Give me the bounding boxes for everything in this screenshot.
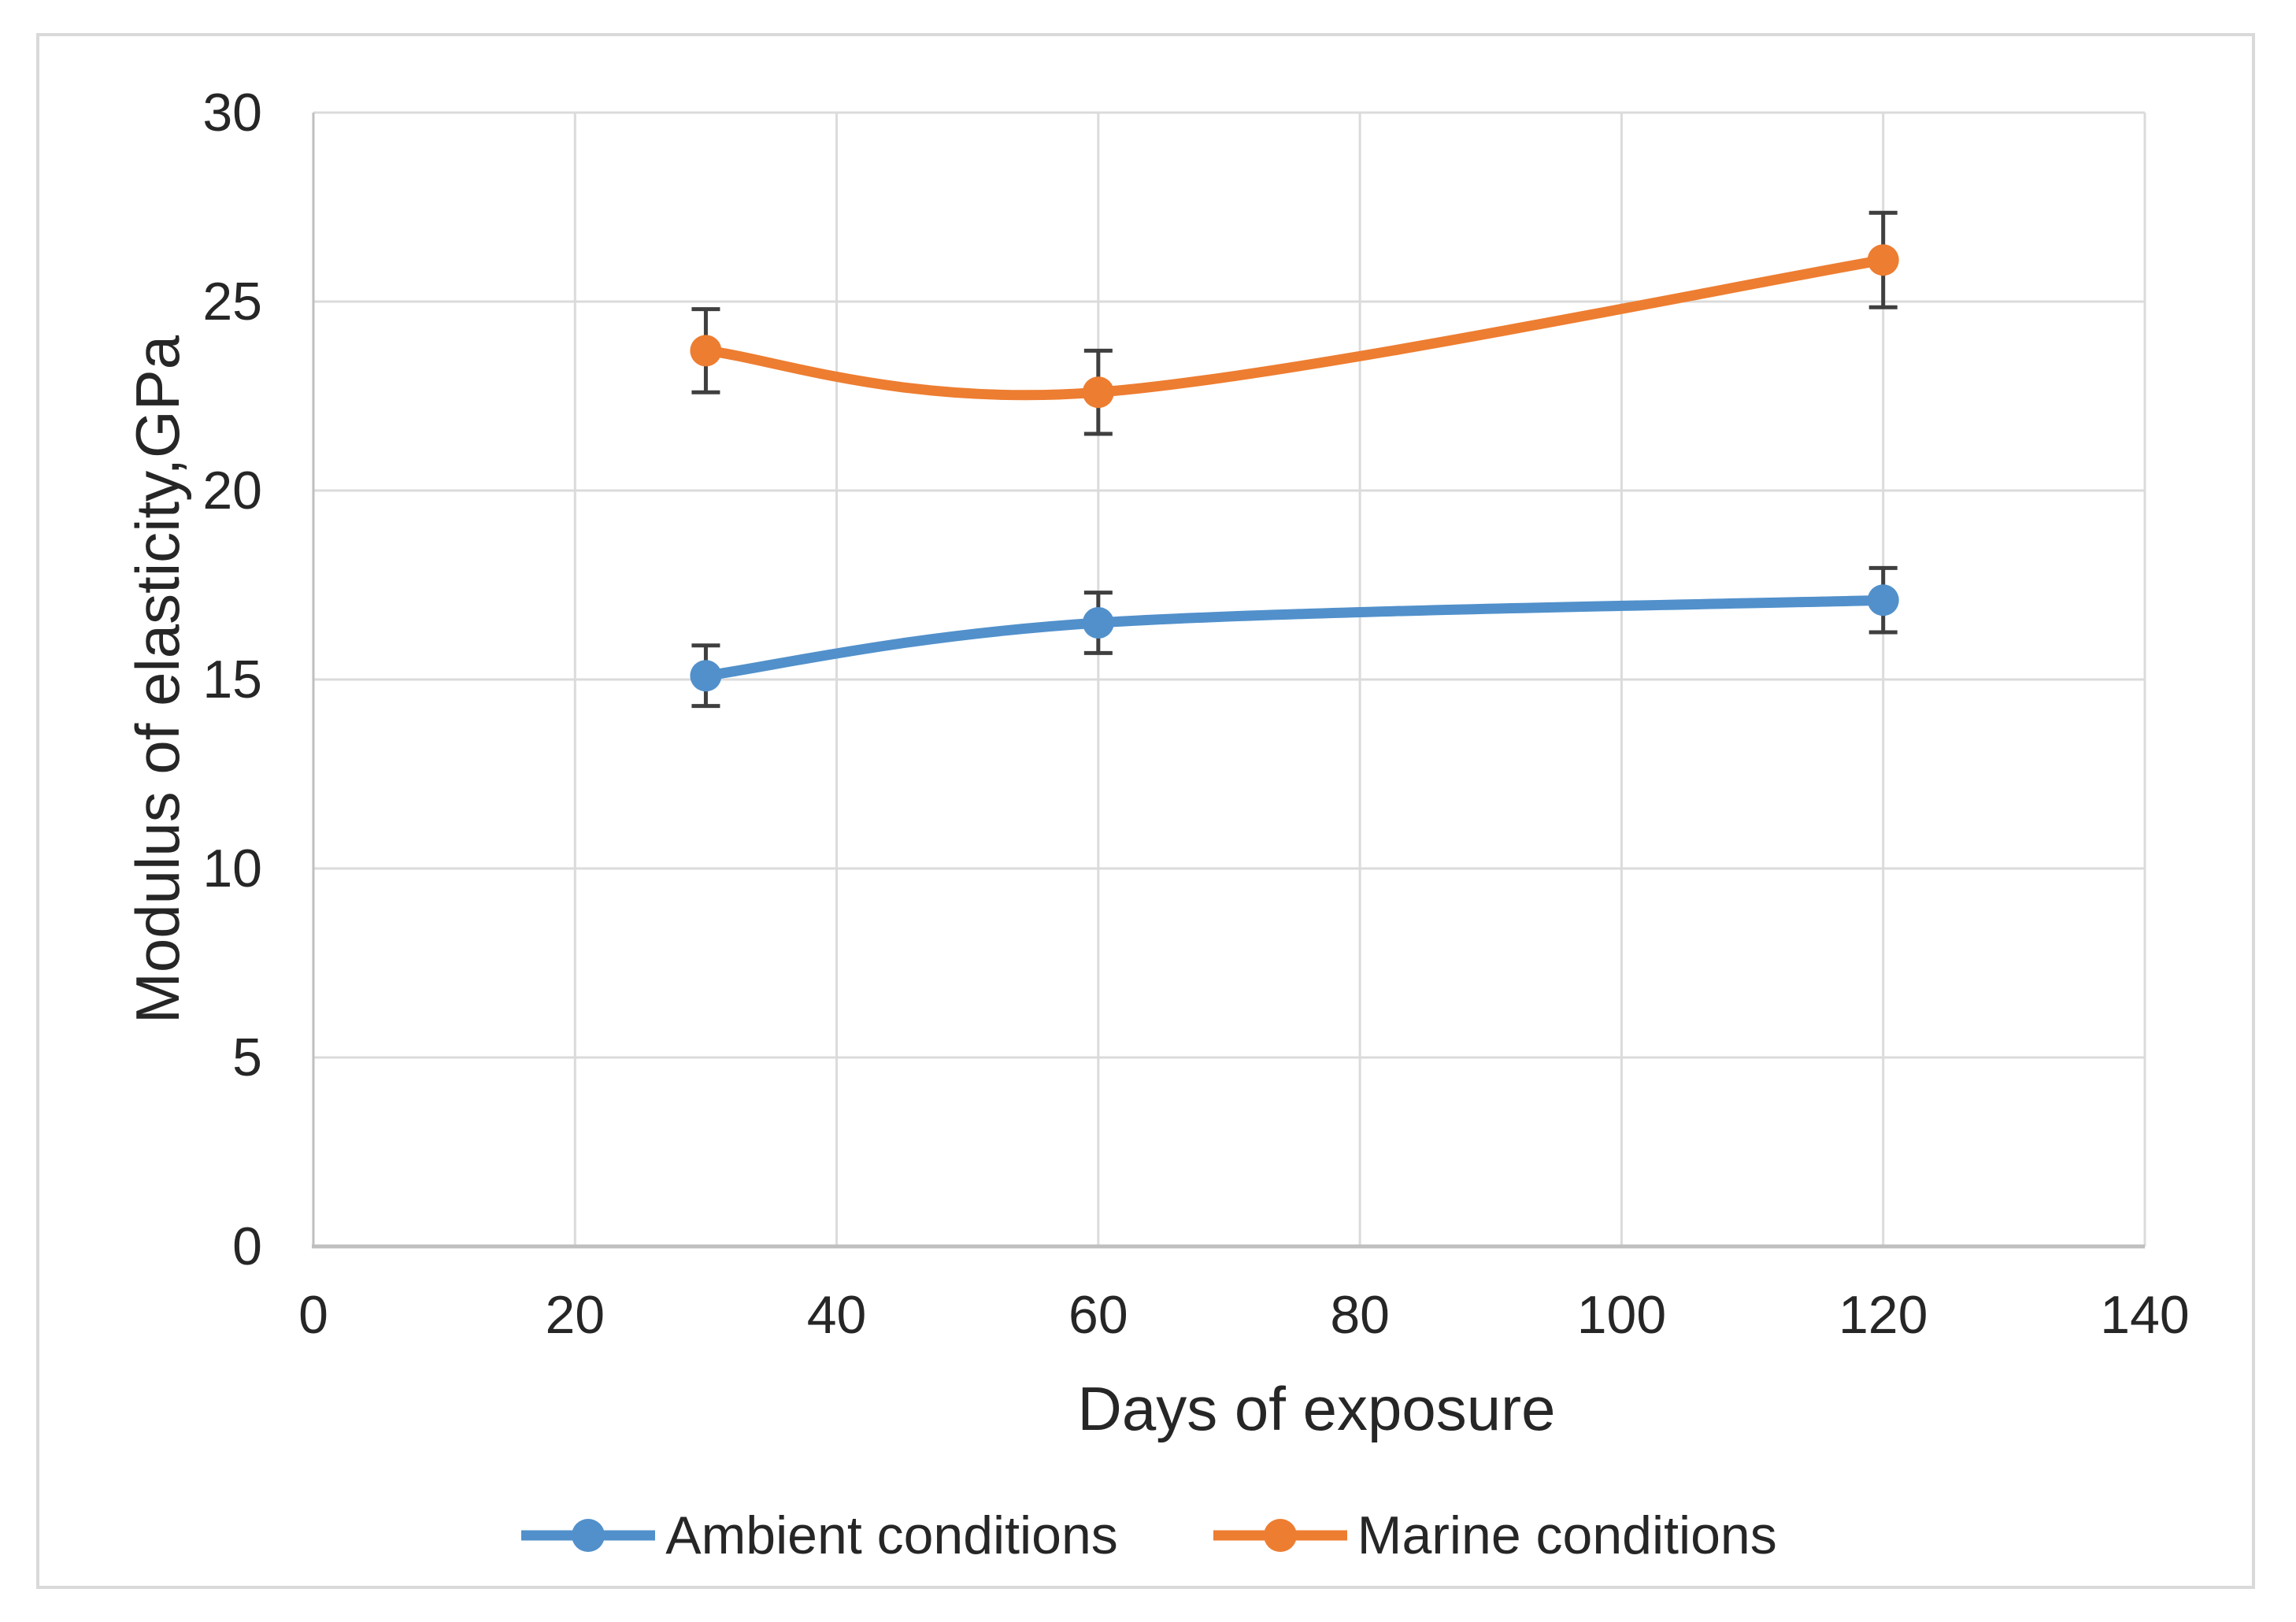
series-line-marine (700, 254, 1889, 401)
y-tick-label: 0 (232, 1216, 262, 1276)
x-tick-label: 140 (2100, 1285, 2190, 1345)
y-tick-label: 15 (202, 650, 262, 709)
y-tick-label: 5 (232, 1028, 262, 1087)
series-line-ambient (700, 594, 1889, 681)
legend-line-marker-icon (521, 1519, 656, 1552)
legend-label: Marine conditions (1357, 1505, 1777, 1565)
x-tick-label: 100 (1576, 1285, 1667, 1345)
x-tick-label: 80 (1330, 1285, 1390, 1345)
x-axis-title: Days of exposure (1077, 1374, 1556, 1443)
legend: Ambient conditions Marine conditions (0, 1509, 2296, 1562)
data-point-marker (690, 335, 722, 367)
x-tick-label: 0 (298, 1285, 328, 1345)
data-point-marker (1867, 244, 1899, 276)
x-tick-label: 60 (1068, 1285, 1128, 1345)
data-point-marker (690, 660, 722, 692)
data-point-marker (1082, 376, 1114, 409)
x-tick-label: 20 (545, 1285, 605, 1345)
legend-item: Marine conditions (1211, 1509, 1777, 1562)
legend-label: Ambient conditions (665, 1505, 1118, 1565)
y-tick-label: 20 (202, 461, 262, 520)
y-tick-label: 30 (202, 83, 262, 143)
data-point-marker (1082, 607, 1114, 639)
figure-frame (36, 33, 2255, 1589)
legend-item: Ambient conditions (519, 1509, 1118, 1562)
legend-line-marker-icon (1213, 1519, 1347, 1552)
y-tick-label: 25 (202, 272, 262, 331)
y-tick-label: 10 (202, 839, 262, 898)
x-tick-label: 120 (1838, 1285, 1928, 1345)
x-tick-label: 40 (806, 1285, 867, 1345)
y-axis-title: Modulus of elasticity,GPa (123, 335, 192, 1024)
data-point-marker (1867, 584, 1899, 617)
